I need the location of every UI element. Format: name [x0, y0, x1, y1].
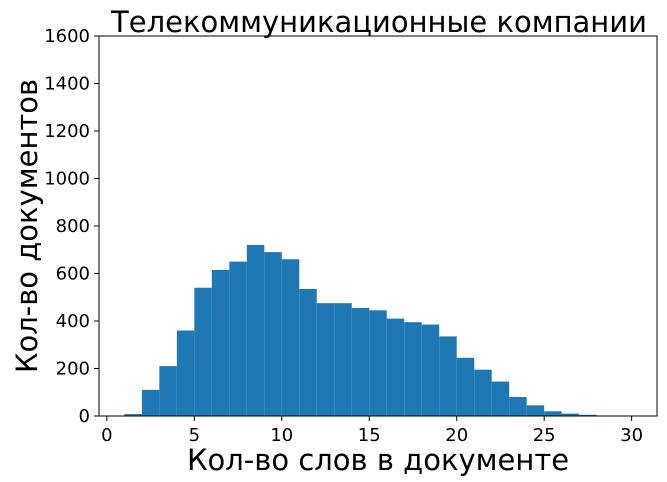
histogram-bar [439, 336, 457, 416]
x-tick-label: 0 [101, 425, 112, 446]
x-tick-label: 15 [358, 425, 381, 446]
histogram-bar [299, 288, 317, 416]
x-axis-label: Кол-во слов в документе [187, 443, 569, 477]
y-tick-label: 400 [56, 311, 90, 332]
histogram-bar [229, 261, 247, 416]
y-tick-label: 800 [56, 216, 90, 237]
histogram-bar [491, 381, 510, 416]
histogram-bar [561, 413, 580, 416]
histogram-bar [246, 245, 265, 416]
histogram-bar [404, 322, 422, 416]
histogram-bar [544, 411, 562, 416]
x-tick-label: 5 [189, 425, 200, 446]
chart-title: Телекоммуникационные компании [110, 5, 647, 39]
y-tick-label: 1400 [44, 74, 90, 95]
x-ticks-group: 0 5 10 15 20 25 30 [101, 416, 643, 446]
histogram-bar [474, 369, 492, 416]
histogram-bar [509, 397, 527, 416]
histogram-bar [579, 414, 597, 416]
histogram-bar [421, 324, 440, 416]
x-tick-label: 25 [533, 425, 556, 446]
histogram-bar [211, 269, 230, 416]
x-tick-label: 10 [270, 425, 293, 446]
y-tick-label: 1200 [44, 121, 90, 142]
histogram-bar [141, 389, 160, 416]
histogram-bar [526, 405, 545, 416]
y-ticks-group: 0 200 400 600 800 1000 1200 1400 1600 [44, 26, 99, 427]
x-tick-label: 20 [445, 425, 468, 446]
bars-group [124, 245, 632, 416]
y-axis-label: Кол-во документов [10, 79, 44, 373]
histogram-bar [351, 307, 370, 416]
histogram-bar [264, 252, 282, 416]
y-tick-label: 1000 [44, 169, 90, 190]
histogram-bar [176, 330, 195, 416]
y-tick-label: 600 [56, 264, 90, 285]
y-tick-label: 1600 [44, 26, 90, 47]
histogram-bar [281, 259, 300, 416]
histogram-bar [124, 414, 142, 416]
histogram-bar [316, 303, 335, 416]
histogram-bar [386, 318, 405, 416]
histogram-bar [159, 366, 177, 416]
histogram-bar [194, 287, 212, 416]
histogram-bar [456, 357, 475, 416]
histogram-bar [369, 310, 387, 416]
y-tick-label: 200 [56, 359, 90, 380]
y-tick-label: 0 [79, 406, 90, 427]
x-tick-label: 30 [620, 425, 643, 446]
histogram-bar [334, 303, 352, 416]
